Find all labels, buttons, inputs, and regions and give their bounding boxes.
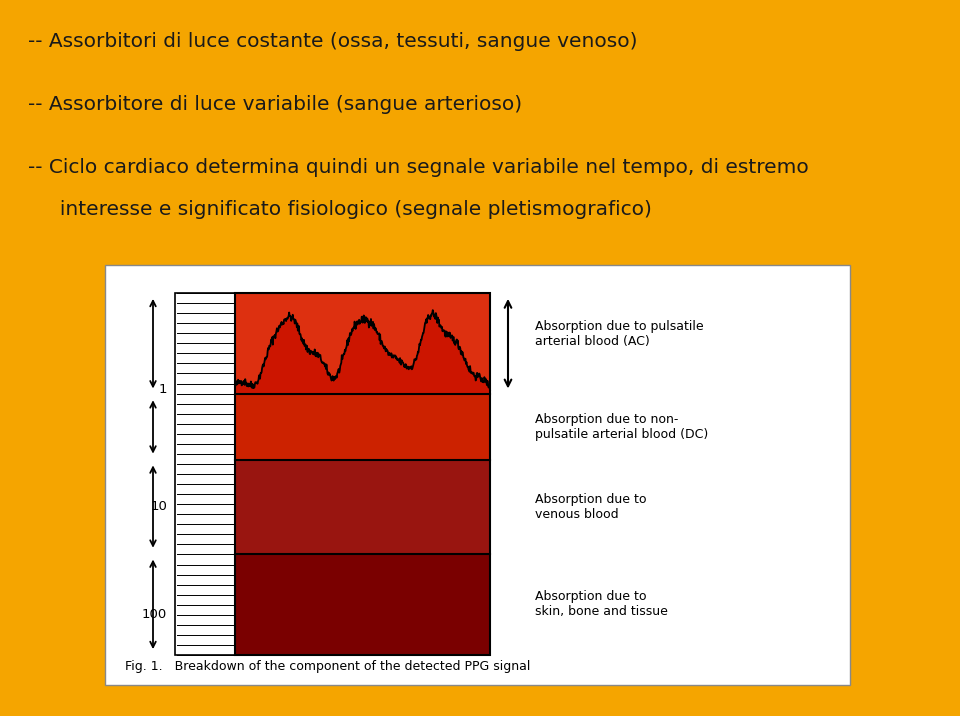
- Text: 1: 1: [158, 383, 167, 396]
- Text: 100: 100: [142, 608, 167, 621]
- Text: Absorption due to pulsatile
arterial blood (AC): Absorption due to pulsatile arterial blo…: [535, 319, 704, 348]
- Text: Absorption due to
venous blood: Absorption due to venous blood: [535, 493, 646, 521]
- Text: interesse e significato fisiologico (segnale pletismografico): interesse e significato fisiologico (seg…: [28, 200, 652, 219]
- Bar: [105, 265, 850, 685]
- Text: -- Assorbitori di luce costante (ossa, tessuti, sangue venoso): -- Assorbitori di luce costante (ossa, t…: [28, 32, 637, 51]
- Text: Absorption due to
skin, bone and tissue: Absorption due to skin, bone and tissue: [535, 590, 668, 619]
- Bar: [235, 395, 490, 460]
- Bar: [235, 293, 490, 655]
- Polygon shape: [235, 310, 490, 395]
- Text: -- Assorbitore di luce variabile (sangue arterioso): -- Assorbitore di luce variabile (sangue…: [28, 95, 522, 114]
- Bar: [235, 293, 490, 395]
- Text: -- Ciclo cardiaco determina quindi un segnale variabile nel tempo, di estremo: -- Ciclo cardiaco determina quindi un se…: [28, 158, 808, 177]
- Text: Fig. 1.   Breakdown of the component of the detected PPG signal: Fig. 1. Breakdown of the component of th…: [125, 660, 530, 673]
- Bar: [235, 553, 490, 655]
- Text: 10: 10: [150, 500, 167, 513]
- Bar: [235, 460, 490, 553]
- Text: Absorption due to non-
pulsatile arterial blood (DC): Absorption due to non- pulsatile arteria…: [535, 413, 708, 441]
- Bar: [175, 293, 235, 655]
